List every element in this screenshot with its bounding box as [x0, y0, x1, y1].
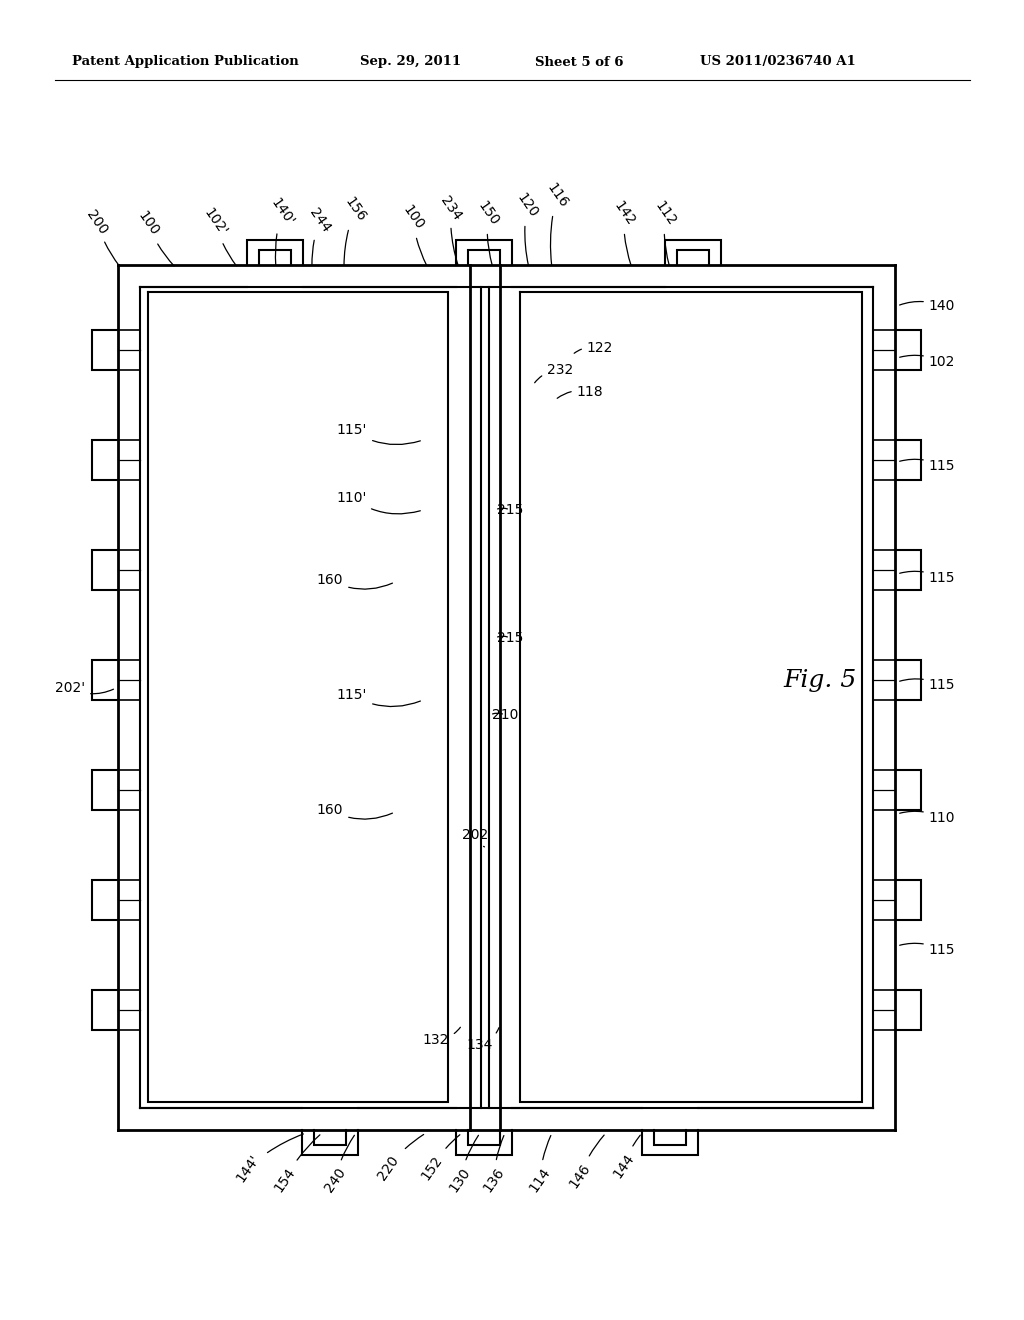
Text: Patent Application Publication: Patent Application Publication	[72, 55, 299, 69]
Text: Fig. 5: Fig. 5	[783, 668, 857, 692]
Text: 160: 160	[316, 803, 392, 820]
Text: 215: 215	[497, 631, 523, 645]
Text: 140': 140'	[267, 195, 296, 265]
Text: 232: 232	[535, 363, 573, 383]
Text: 150: 150	[475, 199, 502, 265]
Text: US 2011/0236740 A1: US 2011/0236740 A1	[700, 55, 856, 69]
Text: 144: 144	[610, 1135, 640, 1181]
Text: 134: 134	[467, 1027, 499, 1052]
Text: 110: 110	[900, 810, 955, 825]
Text: 115: 115	[900, 942, 955, 957]
Text: 152: 152	[419, 1135, 460, 1183]
Text: 102: 102	[900, 355, 955, 370]
Text: 130: 130	[446, 1135, 478, 1195]
Text: 115': 115'	[337, 688, 421, 706]
Text: 142: 142	[610, 199, 637, 265]
Text: 102': 102'	[201, 206, 237, 265]
Text: 240: 240	[322, 1135, 354, 1195]
Text: 144': 144'	[233, 1134, 303, 1184]
Text: 110': 110'	[337, 491, 420, 513]
Text: 120: 120	[514, 191, 541, 265]
Text: 115: 115	[900, 572, 955, 585]
Text: 115: 115	[900, 459, 955, 473]
Text: Sheet 5 of 6: Sheet 5 of 6	[535, 55, 624, 69]
Text: 215: 215	[497, 503, 523, 517]
Text: 112: 112	[651, 199, 678, 265]
Text: 132: 132	[423, 1027, 461, 1047]
Text: 140: 140	[900, 300, 955, 313]
Text: 114: 114	[526, 1135, 553, 1195]
Text: Sep. 29, 2011: Sep. 29, 2011	[360, 55, 461, 69]
Text: 202': 202'	[55, 681, 114, 696]
Text: 136: 136	[480, 1135, 507, 1195]
Text: 115: 115	[900, 678, 955, 692]
Text: 234: 234	[437, 193, 464, 265]
Text: 200: 200	[84, 207, 119, 265]
Text: 100: 100	[399, 203, 427, 265]
Text: 210: 210	[492, 708, 518, 722]
Text: 154: 154	[271, 1135, 319, 1195]
Text: 122: 122	[574, 341, 613, 355]
Text: 202: 202	[462, 828, 488, 847]
Text: 115': 115'	[337, 422, 420, 445]
Text: 160: 160	[316, 573, 392, 589]
Text: 220: 220	[375, 1134, 424, 1183]
Text: 146: 146	[566, 1135, 604, 1191]
Text: 244: 244	[307, 205, 333, 265]
Text: 116: 116	[544, 181, 570, 265]
Text: 156: 156	[342, 195, 369, 265]
Text: 118: 118	[557, 385, 603, 399]
Text: 100: 100	[135, 209, 174, 265]
